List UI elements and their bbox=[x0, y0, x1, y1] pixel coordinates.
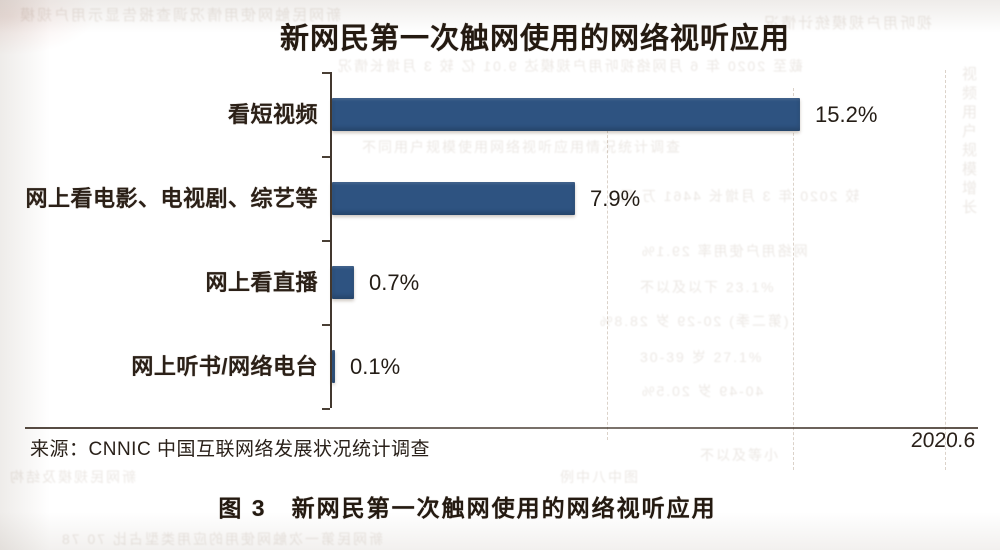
bleed-through-text: 截至 2020 年 6 月网络视听用户规模达 9.01 亿 较 3 月增长情况 bbox=[336, 58, 803, 74]
category-label: 看短视频 bbox=[227, 102, 318, 127]
bleed-through-text: 视频用户规模增长 bbox=[960, 66, 977, 218]
category-label: 网上看直播 bbox=[205, 270, 318, 295]
category-label: 网上看电影、电视剧、综艺等 bbox=[25, 186, 318, 211]
bleed-through-text: 新网民第一次触网使用的应用类型占比 70 78 bbox=[60, 531, 383, 547]
bar-4 bbox=[332, 350, 335, 383]
value-label: 15.2% bbox=[815, 102, 878, 127]
figure-caption: 图 3 新网民第一次触网使用的网络视听应用 bbox=[218, 495, 717, 521]
bleed-through-text: 30-39 岁 27.1% bbox=[640, 349, 764, 365]
bleed-through-text: 较 2020 年 3 月增长 4461 万 用 bbox=[618, 188, 860, 204]
value-label: 7.9% bbox=[590, 186, 641, 211]
axis-tick bbox=[322, 324, 330, 326]
axis-tick bbox=[322, 408, 330, 410]
bleed-through-line bbox=[945, 70, 946, 470]
axis-tick bbox=[322, 240, 330, 242]
bleed-through-line bbox=[793, 88, 794, 470]
source-note: 来源：CNNIC 中国互联网络发展状况统计调查 bbox=[30, 439, 430, 460]
footer-divider bbox=[25, 427, 978, 429]
bleed-through-text: 40-49 岁 20.5% bbox=[640, 383, 764, 399]
bar-3 bbox=[332, 266, 354, 299]
value-label: 0.1% bbox=[350, 354, 401, 379]
bleed-through-text: 网络用户使用率 29.1% bbox=[640, 243, 808, 259]
bar-1 bbox=[332, 98, 800, 131]
bleed-through-text: 不同用户规模使用网络视听应用情况统计调查 bbox=[362, 139, 682, 155]
axis-tick bbox=[322, 156, 330, 158]
bleed-through-text: 新网民规模及结构 bbox=[8, 469, 136, 485]
value-label: 0.7% bbox=[369, 270, 420, 295]
y-axis-line bbox=[330, 72, 332, 408]
category-label: 网上听书/网络电台 bbox=[131, 354, 318, 379]
survey-date: 2020.6 bbox=[909, 429, 976, 452]
bleed-through-text: 不以及等小 bbox=[700, 447, 780, 463]
bleed-through-text: (第二季) 20-29 岁 28.8% bbox=[598, 313, 789, 329]
chart-title: 新网民第一次触网使用的网络视听应用 bbox=[279, 23, 790, 55]
bleed-through-text: 例中八中图 bbox=[560, 469, 640, 485]
bar-2 bbox=[332, 182, 575, 215]
bleed-through-line bbox=[607, 120, 608, 440]
axis-tick bbox=[322, 72, 330, 74]
bleed-through-text: 不以及以下 23.1% bbox=[640, 279, 776, 295]
